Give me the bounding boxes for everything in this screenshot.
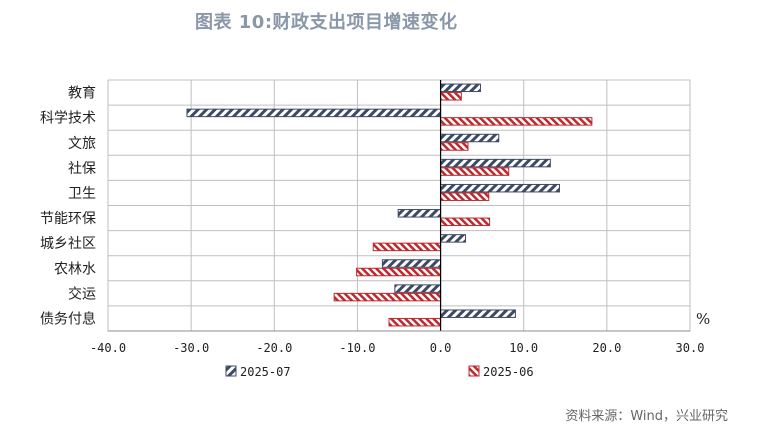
category-label: 农林水 xyxy=(54,261,96,277)
bar-2025-07-教育 xyxy=(440,83,481,93)
bar-2025-07-农林水 xyxy=(381,259,442,268)
bar-2025-07-城乡社区 xyxy=(440,234,467,243)
bar-2025-07-债务付息 xyxy=(440,309,516,318)
category-label: 城乡社区 xyxy=(40,236,96,252)
x-tick-label: -30.0 xyxy=(173,341,209,355)
chart-title: 图表 10:财政支出项目增速变化 xyxy=(195,12,458,33)
x-tick-label: -10.0 xyxy=(339,341,375,355)
bar-2025-06-教育 xyxy=(440,92,462,101)
legend-swatch-2025-06 xyxy=(468,365,480,377)
category-label: 社保 xyxy=(68,161,96,177)
bar-2025-06-文旅 xyxy=(440,142,469,151)
category-label: 教育 xyxy=(68,86,96,102)
bar-2025-06-节能环保 xyxy=(440,217,491,227)
bar-2025-07-交运 xyxy=(394,284,442,293)
bar-2025-07-社保 xyxy=(440,158,551,168)
x-tick-label: 0.0 xyxy=(430,341,452,355)
x-tick-label: 10.0 xyxy=(509,341,538,355)
category-label: 卫生 xyxy=(68,186,96,202)
x-tick-label: 20.0 xyxy=(592,341,621,355)
bar-2025-07-文旅 xyxy=(440,133,500,143)
bar-2025-06-交运 xyxy=(333,292,442,302)
bar-2025-06-科学技术 xyxy=(440,117,593,126)
bar-2025-07-节能环保 xyxy=(397,209,442,218)
x-tick-label: 30.0 xyxy=(676,341,705,355)
bar-2025-06-社保 xyxy=(440,167,510,176)
source-note: 资料来源：Wind，兴业研究 xyxy=(565,409,728,424)
x-tick-label: -40.0 xyxy=(90,341,126,355)
x-tick-label: -20.0 xyxy=(256,341,292,355)
bar-2025-07-卫生 xyxy=(440,183,560,193)
category-label: 科学技术 xyxy=(40,111,96,127)
bar-2025-06-卫生 xyxy=(440,192,490,201)
legend-label-2025-07: 2025-07 xyxy=(240,365,291,379)
category-label: 文旅 xyxy=(68,136,96,152)
bar-2025-07-科学技术 xyxy=(186,108,442,118)
unit-label: % xyxy=(696,310,710,328)
bar-2025-06-农林水 xyxy=(356,267,442,277)
bar-2025-06-城乡社区 xyxy=(372,242,442,252)
category-label: 债务付息 xyxy=(40,310,96,327)
legend-swatch-2025-07 xyxy=(225,365,237,377)
legend-label-2025-06: 2025-06 xyxy=(483,365,534,379)
category-label: 交运 xyxy=(68,285,96,302)
category-label: 节能环保 xyxy=(40,211,96,227)
bar-2025-06-债务付息 xyxy=(388,317,442,327)
